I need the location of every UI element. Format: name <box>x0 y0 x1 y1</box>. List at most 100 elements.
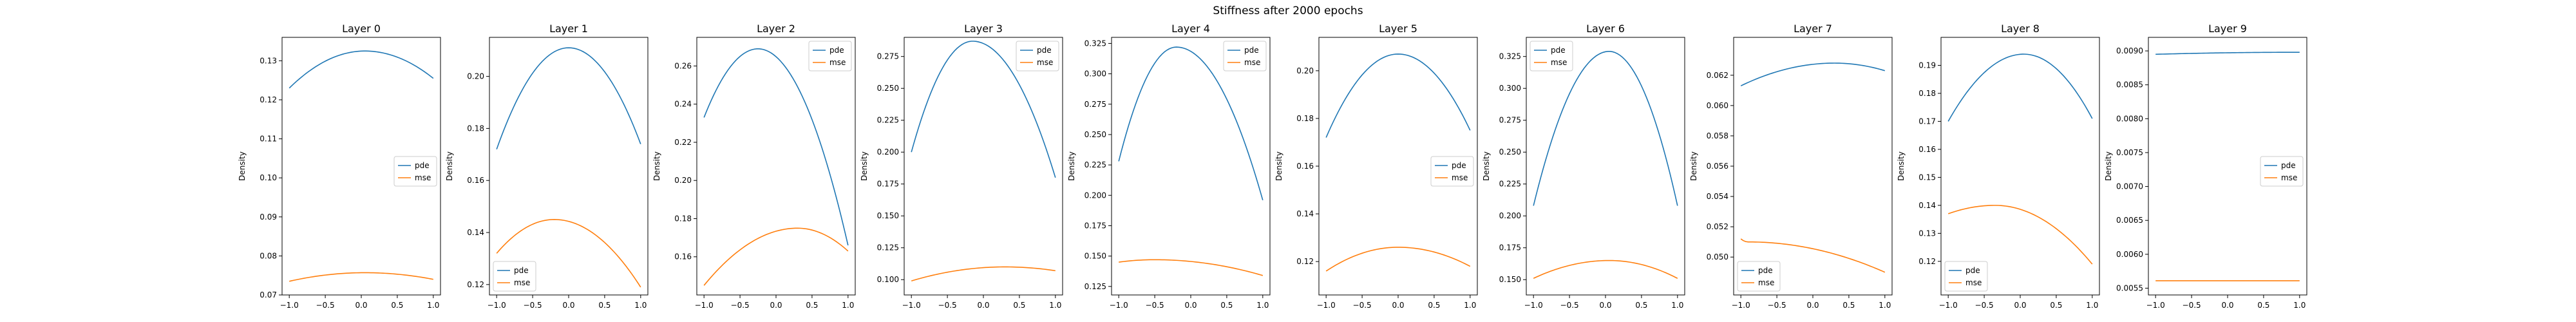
plot-frame <box>696 37 856 296</box>
legend-box <box>493 261 536 292</box>
y-axis-label: Density <box>1274 151 1283 181</box>
x-tick-label: −0.5 <box>316 301 335 310</box>
y-tick-label: 0.14 <box>467 228 484 237</box>
x-tick-label: −1.0 <box>1110 301 1128 310</box>
chart-title: Layer 1 <box>549 23 588 35</box>
y-tick-label: 0.0065 <box>2116 216 2143 225</box>
y-tick-label: 0.12 <box>1918 257 1936 266</box>
y-axis-label: Density <box>1482 151 1491 181</box>
x-tick-label: −0.5 <box>2183 301 2201 310</box>
y-tick-label: 0.0075 <box>2116 148 2143 157</box>
y-tick-label: 0.20 <box>1296 66 1314 75</box>
series-line-mse <box>703 227 849 286</box>
legend-label-pde: pde <box>1037 46 1052 55</box>
x-tick-label: 0.0 <box>770 301 782 310</box>
x-tick-label: 1.0 <box>634 301 647 310</box>
y-tick-label: 0.175 <box>1499 243 1521 252</box>
plot-frame <box>1940 37 2100 296</box>
y-tick-label: 0.175 <box>1084 221 1106 230</box>
legend: pde mse <box>1530 41 1573 71</box>
y-tick-label: 0.18 <box>1918 89 1936 98</box>
legend-label-mse: mse <box>1244 58 1260 67</box>
x-tick-label: −0.5 <box>524 301 542 310</box>
x-tick-label: 0.0 <box>977 301 989 310</box>
y-tick-label: 0.20 <box>674 176 692 185</box>
y-tick-label: 0.10 <box>260 173 277 182</box>
x-tick-label: 0.5 <box>1220 301 1233 310</box>
y-tick-label: 0.125 <box>877 243 899 252</box>
x-tick-label: 0.0 <box>1599 301 1611 310</box>
legend-label-pde: pde <box>415 161 430 170</box>
legend-box <box>2260 156 2304 187</box>
y-tick-label: 0.0070 <box>2116 182 2143 191</box>
chart-panels: Layer 0 −1.0 −0.5 0.0 0.5 1.0 0.07 0.08 0.09 0.10… <box>238 23 2307 310</box>
legend-label-pde: pde <box>514 266 529 275</box>
y-tick-label: 0.275 <box>1084 100 1106 109</box>
y-tick-label: 0.16 <box>1296 162 1314 171</box>
chart-title: Layer 0 <box>342 23 381 35</box>
series-line-pde <box>1740 62 1886 87</box>
y-tick-label: 0.08 <box>260 251 277 260</box>
series-line-pde <box>289 50 434 89</box>
x-tick-label: −0.5 <box>1353 301 1372 310</box>
chart-layer-9: Layer 9 −1.0 −0.5 0.0 0.5 1.0 0.0055 0.0060 0.00… <box>2104 23 2307 310</box>
y-tick-label: 0.200 <box>1084 191 1106 200</box>
y-tick-label: 0.125 <box>1084 282 1106 291</box>
series-line-pde <box>1118 46 1264 201</box>
x-tick-label: 0.5 <box>391 301 403 310</box>
x-tick-label: 1.0 <box>1671 301 1683 310</box>
series-line-mse <box>1119 259 1264 276</box>
legend-label-mse: mse <box>1551 58 1567 67</box>
y-tick-label: 0.062 <box>1707 71 1728 80</box>
y-tick-label: 0.12 <box>1296 257 1314 266</box>
chart-title: Layer 6 <box>1586 23 1625 35</box>
y-tick-label: 0.19 <box>1918 61 1936 70</box>
series-line-pde <box>2155 52 2300 55</box>
series-line-mse <box>1947 205 2093 265</box>
x-tick-label: 0.5 <box>1635 301 1647 310</box>
y-tick-label: 0.13 <box>260 56 277 65</box>
y-tick-label: 0.18 <box>674 214 692 223</box>
y-tick-label: 0.26 <box>674 61 692 70</box>
legend: pde mse <box>1016 41 1059 71</box>
y-tick-label: 0.225 <box>1499 180 1521 189</box>
y-tick-label: 0.0090 <box>2116 46 2143 55</box>
plot-frame <box>1526 37 1685 296</box>
y-tick-label: 0.0060 <box>2116 250 2143 259</box>
x-tick-label: −1.0 <box>488 301 506 310</box>
x-tick-label: −1.0 <box>1524 301 1543 310</box>
y-tick-label: 0.225 <box>1084 160 1106 169</box>
y-axis-label: Density <box>2104 151 2113 181</box>
y-tick-label: 0.0080 <box>2116 114 2143 123</box>
legend-label-pde: pde <box>829 46 844 55</box>
series-line-mse <box>1325 247 1471 272</box>
x-tick-label: 0.0 <box>355 301 367 310</box>
y-tick-label: 0.07 <box>260 290 277 299</box>
legend: pde mse <box>493 261 536 292</box>
chart-layer-7: Layer 7 −1.0 −0.5 0.0 0.5 1.0 0.050 0.052 0.054 0… <box>1689 23 1893 310</box>
x-tick-label: −0.5 <box>1768 301 1786 310</box>
y-tick-label: 0.200 <box>877 147 899 156</box>
y-tick-label: 0.200 <box>1499 211 1521 220</box>
chart-title: Layer 5 <box>1379 23 1417 35</box>
x-tick-label: −1.0 <box>2146 301 2165 310</box>
series-line-mse <box>289 272 433 282</box>
y-tick-label: 0.13 <box>1918 229 1936 238</box>
y-tick-label: 0.0085 <box>2116 80 2143 90</box>
y-tick-label: 0.11 <box>260 135 277 144</box>
x-tick-label: −1.0 <box>280 301 299 310</box>
y-tick-label: 0.09 <box>260 213 277 222</box>
y-tick-label: 0.15 <box>1918 173 1936 182</box>
chart-title: Layer 4 <box>1171 23 1210 35</box>
series-line-pde <box>496 47 641 150</box>
legend: pde mse <box>1430 156 1474 187</box>
x-tick-label: 1.0 <box>2293 301 2306 310</box>
x-tick-label: 0.5 <box>1428 301 1440 310</box>
x-tick-label: 0.0 <box>2221 301 2233 310</box>
series-line-mse <box>1740 238 1886 273</box>
x-tick-label: 1.0 <box>1049 301 1061 310</box>
y-tick-label: 0.250 <box>877 84 899 93</box>
chart-layer-6: Layer 6 −1.0 −0.5 0.0 0.5 1.0 0.150 0.175 0.200 0… <box>1482 23 1685 310</box>
x-tick-label: 1.0 <box>1879 301 1891 310</box>
y-axis-label: Density <box>445 151 454 181</box>
